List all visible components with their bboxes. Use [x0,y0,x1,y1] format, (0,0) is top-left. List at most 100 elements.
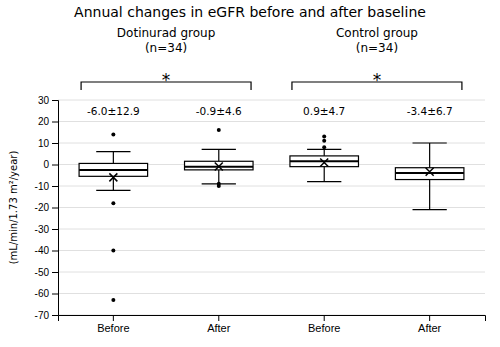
tick-mark [52,100,58,101]
box-iqr [185,161,254,170]
tick: -40 [35,245,58,256]
tick-label: 0 [43,159,49,170]
box [185,128,254,188]
whisker-high [429,143,430,168]
flier [322,145,326,149]
tick-mark [52,122,58,123]
tick: After [418,315,442,334]
tick-mark [324,315,325,321]
tick-label: -40 [35,245,50,256]
stats-label: -0.9±4.6 [196,105,242,117]
grid [58,100,485,315]
group-label: Control group(n=34) [336,26,418,55]
tick-label: -20 [35,202,50,213]
mean [215,162,223,170]
mean [320,159,328,167]
flier [217,184,221,188]
tick-mark [52,272,58,273]
grid-line [58,207,485,208]
tick: Before [308,315,340,334]
box-iqr [79,163,148,176]
box [79,132,148,302]
tick-mark [52,315,58,316]
whisker-high [324,149,325,155]
mean [426,168,434,176]
tick-label: Before [308,322,340,334]
tick-mark [429,315,430,321]
tick-label: -70 [35,310,50,321]
grid-line [58,229,485,230]
tick-mark [218,315,219,321]
chart: 3020100-10-20-30-40-50-60-70BeforeAfterB… [0,0,500,347]
tick-label: After [418,322,442,334]
whisker-low [218,170,219,184]
tick-mark [52,165,58,166]
tick: 0 [43,159,58,170]
tick-mark [52,208,58,209]
axis-domain [59,316,486,322]
grid-line [58,121,485,122]
cap-high [96,151,130,152]
flier [111,132,115,136]
flier [322,135,326,139]
tick-mark [113,315,114,321]
flier [111,249,115,253]
mean [109,173,117,181]
flier [111,201,115,205]
x-axis: Before After Before After [59,315,486,334]
axis-domain [52,101,59,316]
cap-high [413,142,447,143]
y-axis-title: (mL/min/1.73 m²/year) [8,151,19,265]
tick: -70 [35,310,58,321]
tick: -50 [35,267,58,278]
box [290,135,359,182]
annotation: * [162,70,171,90]
flier [217,128,221,132]
tick: 10 [38,138,58,149]
flier [111,298,115,302]
tick-label: -60 [35,288,50,299]
stats-label: -6.0±12.9 [87,105,140,117]
whisker-high [113,152,114,164]
whisker-high [218,149,219,161]
tick-mark [52,143,58,144]
chart-container: 3020100-10-20-30-40-50-60-70BeforeAfterB… [0,0,500,347]
cap-low [96,190,130,191]
tick: -20 [35,202,58,213]
tick-label: 30 [38,95,50,106]
grid-line [58,272,485,273]
tick-label: -30 [35,224,50,235]
annotation: * [373,70,382,90]
tick-label: -10 [35,181,50,192]
whisker-low [324,167,325,182]
tick-label: 20 [38,116,50,127]
whisker-low [429,180,430,210]
grid-line [58,100,485,101]
cap-high [202,149,236,150]
flier [322,139,326,143]
tick: -60 [35,288,58,299]
tick-label: Before [97,322,129,334]
tick-mark [52,251,58,252]
grid-line [58,143,485,144]
tick: 20 [38,116,58,127]
tick: 30 [38,95,58,106]
tick: Before [97,315,129,334]
groups: Dotinurad group(n=34) * Control group(n=34… [81,26,462,90]
median [79,169,148,171]
tick-mark [52,294,58,295]
tick: -30 [35,224,58,235]
box-iqr [395,168,464,180]
y-axis: 30 20 10 0 -10 -20 -30 -40 -50 -60 -70 [35,95,59,321]
stats-label: 0.9±4.7 [303,105,345,117]
tick-mark [52,229,58,230]
tick-mark [52,186,58,187]
stats-labels: -6.0±12.9 -0.9±4.6 0.9±4.7 -3.4±6.7 [87,105,453,117]
tick: -10 [35,181,58,192]
box-iqr [290,156,359,167]
box [395,143,464,210]
cap-low [413,209,447,210]
tick: After [207,315,231,334]
stats-label: -3.4±6.7 [407,105,453,117]
group-label: Dotinurad group(n=34) [117,26,215,55]
